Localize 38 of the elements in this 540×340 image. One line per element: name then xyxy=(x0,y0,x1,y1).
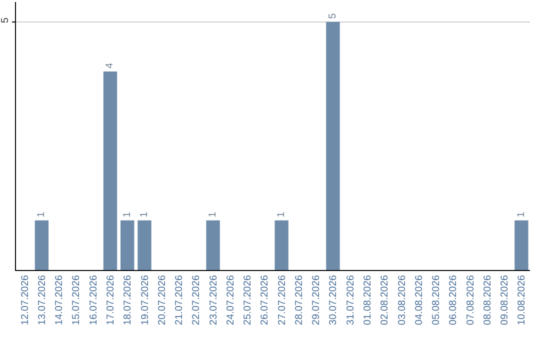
data-label: 1 xyxy=(276,211,288,218)
x-tick-label: 03.08.2026 xyxy=(396,274,408,326)
x-tick-label: 20.07.2026 xyxy=(156,274,168,326)
x-tick-label: 24.07.2026 xyxy=(225,274,236,326)
x-tick-label: 28.07.2026 xyxy=(294,274,305,326)
x-tick-label: 08.08.2026 xyxy=(482,274,494,326)
data-label: 1 xyxy=(139,211,150,218)
data-label: 1 xyxy=(516,211,527,218)
x-tick-label: 06.08.2026 xyxy=(448,274,460,326)
x-tick-label: 05.08.2026 xyxy=(431,274,442,326)
data-label: 5 xyxy=(327,12,338,19)
x-tick-label: 10.08.2026 xyxy=(516,274,528,326)
data-label: 1 xyxy=(36,211,48,218)
x-tick-label: 12.07.2026 xyxy=(20,274,31,326)
x-tick-label: 09.08.2026 xyxy=(500,274,511,326)
x-tick-label: 02.08.2026 xyxy=(380,274,391,326)
x-tick-label: 04.08.2026 xyxy=(414,274,425,326)
x-tick-label: 21.07.2026 xyxy=(174,274,186,326)
x-tick-label: 31.07.2026 xyxy=(345,274,356,326)
x-tick-label: 27.07.2026 xyxy=(276,274,288,326)
x-tick-label: 01.08.2026 xyxy=(362,274,374,326)
x-tick-label: 22.07.2026 xyxy=(191,274,202,326)
x-tick-label: 17.07.2026 xyxy=(105,274,116,326)
data-label: 4 xyxy=(104,62,116,68)
x-tick-label: 15.07.2026 xyxy=(71,274,82,326)
x-tick-label: 30.07.2026 xyxy=(328,274,340,326)
x-tick-label: 26.07.2026 xyxy=(260,274,271,326)
x-tick-label: 29.07.2026 xyxy=(311,274,322,326)
x-tick-label: 23.07.2026 xyxy=(208,274,220,326)
x-tick-label: 14.07.2026 xyxy=(54,274,66,326)
data-label: 1 xyxy=(122,211,133,218)
x-tick-label: 18.07.2026 xyxy=(122,274,134,326)
x-tick-label: 16.07.2026 xyxy=(88,274,100,326)
x-tick-label: 07.08.2026 xyxy=(465,274,476,326)
x-tick-label: 19.07.2026 xyxy=(140,274,151,326)
x-tick-label: 13.07.2026 xyxy=(36,274,48,326)
data-label: 1 xyxy=(208,211,219,218)
x-tick-label: 25.07.2026 xyxy=(242,274,254,326)
